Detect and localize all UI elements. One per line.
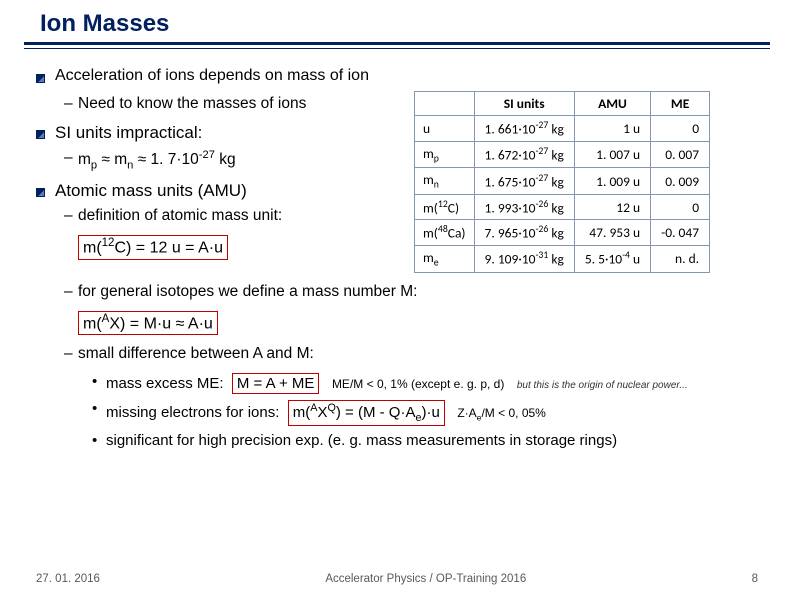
dot-icon: • (92, 400, 106, 417)
table-cell: 1. 675·10-27 kg (474, 168, 574, 195)
sub-bullet-amu-def: – definition of atomic mass unit: (64, 207, 406, 225)
sub-bullet-small-diff: – small difference between A and M: (64, 345, 764, 363)
bullet-text: Atomic mass units (AMU) (55, 181, 247, 201)
table-cell: 1 u (574, 116, 650, 142)
table-cell: 47. 953 u (574, 220, 650, 246)
formula-me: M = A + ME (232, 373, 320, 394)
table-cell: 0. 009 (651, 168, 710, 195)
bullet-si-impractical: SI units impractical: (36, 123, 406, 143)
table-cell: n. d. (651, 245, 710, 272)
note-me: ME/M < 0, 1% (except e. g. p, d) (332, 377, 504, 391)
bullet-text: mass excess ME: M = A + ME ME/M < 0, 1% … (106, 373, 688, 394)
table-cell: -0. 047 (651, 220, 710, 246)
footer-page: 8 (752, 573, 758, 585)
table-header (415, 92, 475, 116)
bullet-text: for general isotopes we define a mass nu… (78, 283, 417, 301)
bullet-text: SI units impractical: (55, 123, 202, 143)
dot-icon: • (92, 432, 106, 449)
sub-sub-missing-electrons: • missing electrons for ions: m(AXQ) = (… (92, 400, 764, 426)
bullet-text: significant for high precision exp. (e. … (106, 432, 617, 449)
sub-sub-significant: • significant for high precision exp. (e… (92, 432, 764, 449)
bullet-text: Need to know the masses of ions (78, 95, 306, 113)
table-header: ME (651, 92, 710, 116)
bullet-acceleration: Acceleration of ions depends on mass of … (36, 67, 764, 85)
table-header: AMU (574, 92, 650, 116)
table-cell: 9. 109·10-31 kg (474, 245, 574, 272)
bullet-square-icon (36, 74, 45, 83)
bullet-text: missing electrons for ions: m(AXQ) = (M … (106, 400, 546, 426)
dash-icon: – (64, 207, 78, 225)
table-row: u 1. 661·10-27 kg 1 u 0 (415, 116, 710, 142)
bullet-amu: Atomic mass units (AMU) (36, 181, 406, 201)
table-cell: m(12C) (415, 194, 475, 220)
sub-sub-mass-excess: • mass excess ME: M = A + ME ME/M < 0, 1… (92, 373, 764, 394)
bullet-text: definition of atomic mass unit: (78, 207, 282, 225)
bullet-text: Acceleration of ions depends on mass of … (55, 67, 369, 85)
content-area: Acceleration of ions depends on mass of … (0, 49, 794, 449)
table-cell: 1. 993·10-26 kg (474, 194, 574, 220)
table-row: mp 1. 672·10-27 kg 1. 007 u 0. 007 (415, 141, 710, 168)
tiny-note: but this is the origin of nuclear power.… (517, 380, 688, 391)
sub-bullet-need-know: – Need to know the masses of ions (64, 95, 406, 113)
formula-m12c: m(12C) = 12 u = A·u (78, 235, 228, 259)
table-row: me 9. 109·10-31 kg 5. 5·10-4 u n. d. (415, 245, 710, 272)
table-cell: 1. 009 u (574, 168, 650, 195)
dot-icon: • (92, 373, 106, 390)
table-cell: mp (415, 141, 475, 168)
table-header-row: SI units AMU ME (415, 92, 710, 116)
table-cell: 12 u (574, 194, 650, 220)
table-cell: 0 (651, 194, 710, 220)
table-cell: 0. 007 (651, 141, 710, 168)
table-cell: 0 (651, 116, 710, 142)
dash-icon: – (64, 149, 78, 167)
table-cell: me (415, 245, 475, 272)
table-header: SI units (474, 92, 574, 116)
dash-icon: – (64, 283, 78, 301)
formula-max: m(AX) = M·u ≈ A·u (78, 311, 218, 335)
table-row: mn 1. 675·10-27 kg 1. 009 u 0. 009 (415, 168, 710, 195)
bullet-text: small difference between A and M: (78, 345, 314, 363)
table-row: m(48Ca) 7. 965·10-26 kg 47. 953 u -0. 04… (415, 220, 710, 246)
table-cell: 1. 661·10-27 kg (474, 116, 574, 142)
title-rule-thick (24, 42, 770, 45)
table-cell: m(48Ca) (415, 220, 475, 246)
bullet-square-icon (36, 130, 45, 139)
sub-bullet-mp-mn: – mp ≈ mn ≈ 1. 7·10-27 kg (64, 149, 406, 171)
mass-table: SI units AMU ME u 1. 661·10-27 kg 1 u 0 … (414, 91, 710, 273)
table-cell: 1. 672·10-27 kg (474, 141, 574, 168)
bullet-text: mp ≈ mn ≈ 1. 7·10-27 kg (78, 149, 236, 171)
table-cell: 5. 5·10-4 u (574, 245, 650, 272)
dash-icon: – (64, 345, 78, 363)
footer: 27. 01. 2016 Accelerator Physics / OP-Tr… (0, 573, 794, 585)
footer-center: Accelerator Physics / OP-Training 2016 (100, 573, 752, 585)
table-row: m(12C) 1. 993·10-26 kg 12 u 0 (415, 194, 710, 220)
sub-bullet-general-isotopes: – for general isotopes we define a mass … (64, 283, 764, 301)
note-zae: Z·Ae/M < 0, 05% (457, 406, 546, 420)
footer-date: 27. 01. 2016 (36, 573, 100, 585)
bullet-square-icon (36, 188, 45, 197)
table-cell: 7. 965·10-26 kg (474, 220, 574, 246)
slide-title: Ion Masses (0, 0, 794, 42)
table-cell: 1. 007 u (574, 141, 650, 168)
table-cell: mn (415, 168, 475, 195)
dash-icon: – (64, 95, 78, 113)
table-cell: u (415, 116, 475, 142)
formula-ion: m(AXQ) = (M - Q·Ae)·u (288, 400, 445, 426)
